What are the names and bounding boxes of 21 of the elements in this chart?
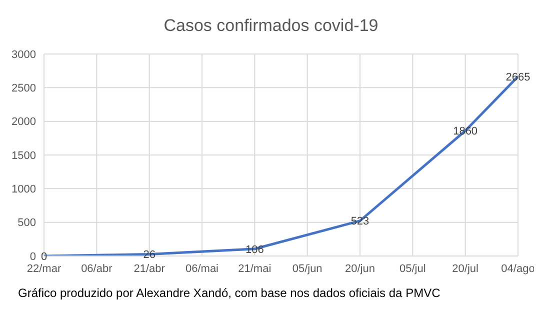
y-tick-label: 2500 [12,82,36,95]
x-tick-label: 06/abr [81,262,113,275]
chart-title: Casos confirmados covid-19 [162,16,380,36]
x-tick-label: 05/jun [292,262,322,275]
y-tick-label: 2000 [12,116,36,128]
y-tick-label: 3000 [12,48,36,61]
x-tick-label: 04/ago [501,262,535,275]
x-tick-label: 20/jun [345,262,375,275]
text: Gráfico produzido por Alexandre Xandó, com base nos dados oficiais da PMVC [18,286,440,300]
x-tick-label: 21/mai [238,262,272,275]
data-label: 2665 [506,71,530,84]
x-tick-label: 22/mar [26,262,62,275]
y-tick-label: 500 [18,217,36,230]
y-tick-label: 1000 [12,184,36,196]
y-tick-label: 1500 [12,150,36,162]
x-tick-label: 21/abr [134,262,166,275]
x-tick-label: 06/mai [185,262,219,275]
x-tick-label: 05/jul [400,262,426,275]
data-label: 0 [40,250,48,263]
x-tick-label: 20/jul [452,262,478,275]
y-tick-label: 0 [30,250,36,263]
